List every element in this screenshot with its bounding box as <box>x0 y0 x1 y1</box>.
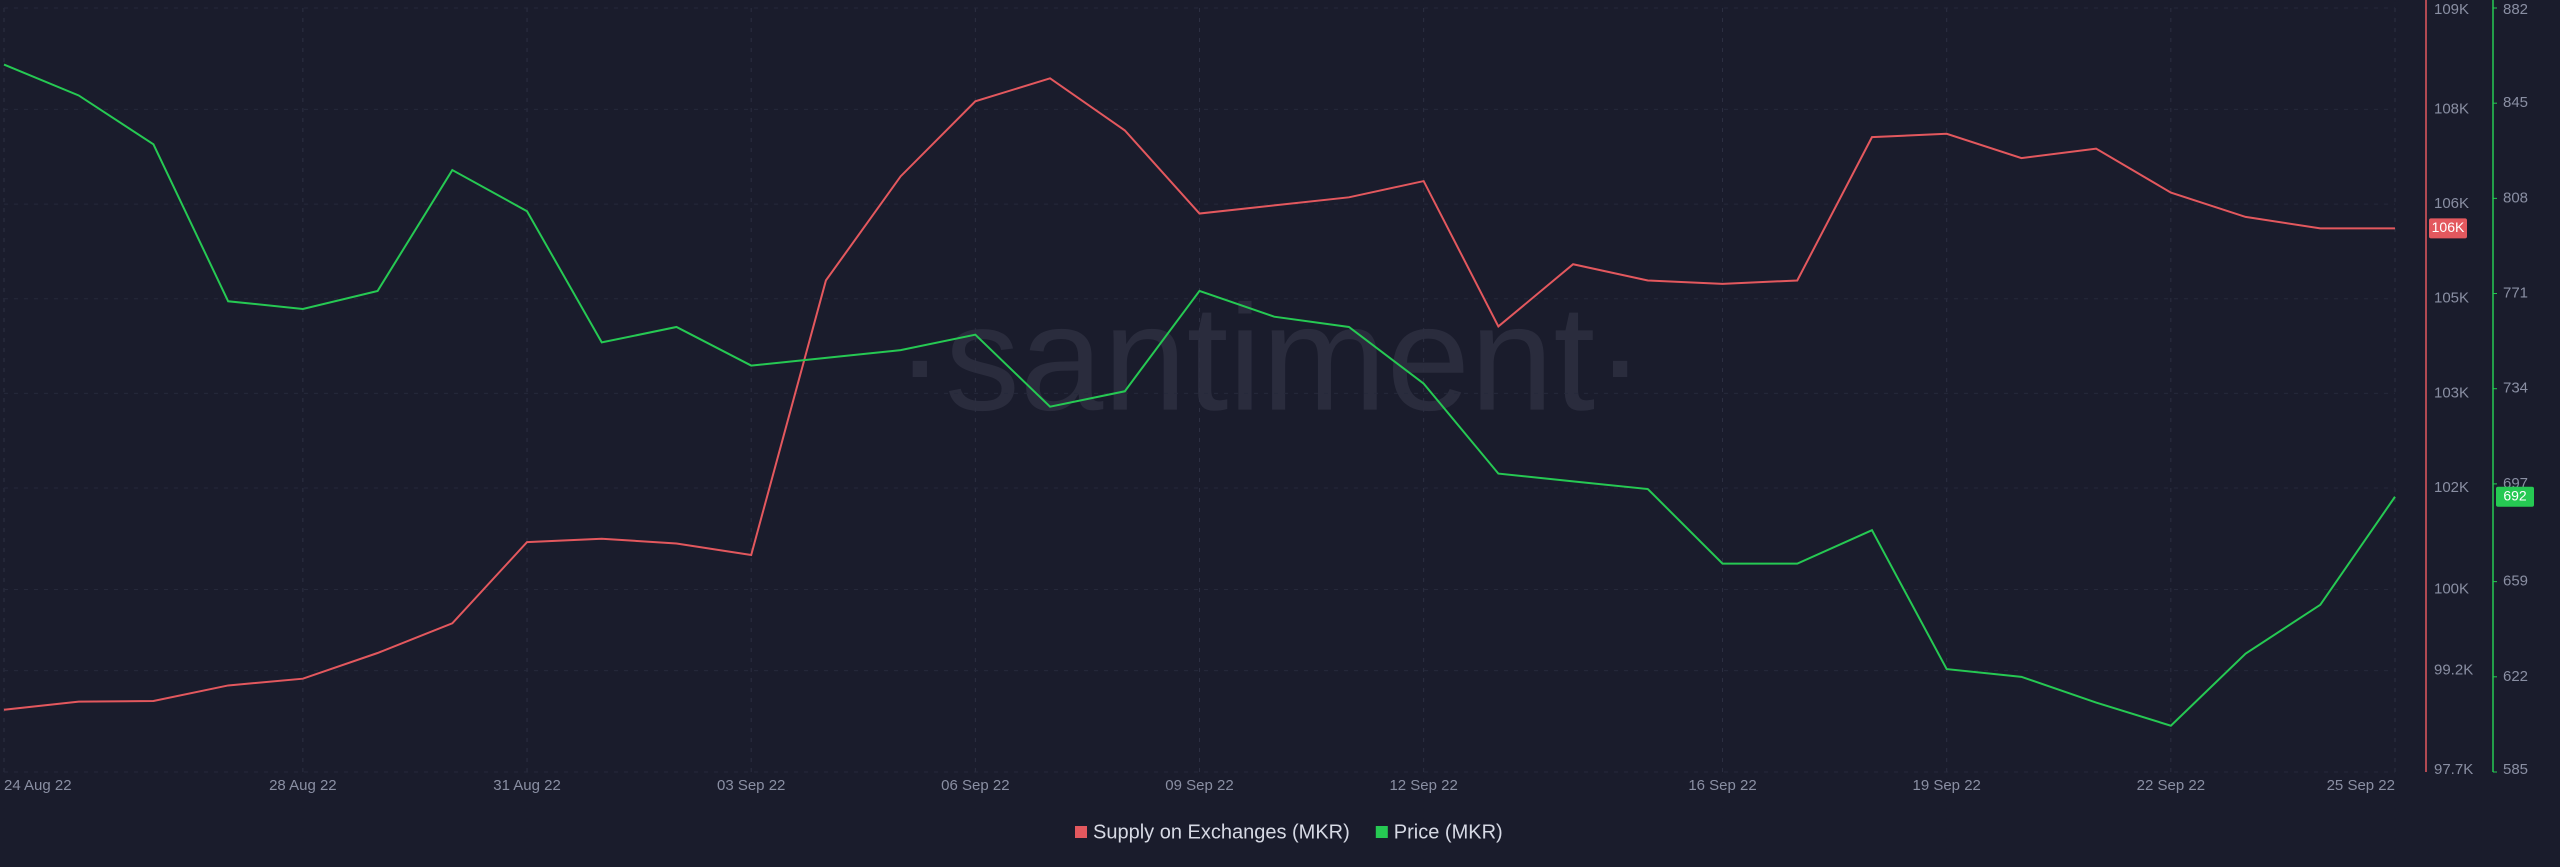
x-tick-label: 19 Sep 22 <box>1912 777 1980 794</box>
y-tick-label: 106K <box>2434 195 2469 212</box>
last-value-badge <box>2496 486 2534 507</box>
y2-tick-label: 771 <box>2503 285 2528 302</box>
y2-tick-label: 882 <box>2503 1 2528 18</box>
x-tick-label: 03 Sep 22 <box>717 777 785 794</box>
y-tick-label: 102K <box>2434 479 2469 496</box>
series-line <box>3 77 2395 711</box>
y-tick-label: 103K <box>2434 384 2469 401</box>
x-tick-label: 16 Sep 22 <box>1688 777 1756 794</box>
y2-tick-label: 622 <box>2503 668 2528 685</box>
y2-tick-label: 585 <box>2503 761 2528 778</box>
x-tick-label: 24 Aug 22 <box>4 777 72 794</box>
y-tick-label: 99.2K <box>2434 662 2473 679</box>
x-tick-label: 12 Sep 22 <box>1389 777 1457 794</box>
legend-swatch <box>1075 826 1087 838</box>
y2-tick-label: 808 <box>2503 189 2528 206</box>
y-tick-label: 100K <box>2434 580 2469 597</box>
y-tick-label: 109K <box>2434 1 2469 18</box>
legend-label: Supply on Exchanges (MKR) <box>1093 821 1350 843</box>
x-tick-label: 31 Aug 22 <box>493 777 561 794</box>
y2-tick-label: 845 <box>2503 94 2528 111</box>
last-value-label: 106K <box>2432 219 2465 235</box>
series-line <box>3 63 2396 727</box>
x-tick-label: 09 Sep 22 <box>1165 777 1233 794</box>
y2-tick-label: 734 <box>2503 380 2528 397</box>
x-tick-label: 06 Sep 22 <box>941 777 1009 794</box>
legend-swatch <box>1375 826 1388 838</box>
legend-label: Price (MKR) <box>1394 821 1503 843</box>
last-value-badge <box>2429 218 2467 239</box>
x-tick-label: 25 Sep 22 <box>2327 777 2395 794</box>
y2-tick-label: 659 <box>2503 573 2528 590</box>
y-tick-label: 108K <box>2434 100 2469 117</box>
x-tick-label: 22 Sep 22 <box>2137 777 2205 794</box>
x-tick-label: 28 Aug 22 <box>269 777 337 794</box>
watermark: ·santiment· <box>895 274 1645 442</box>
y-tick-label: 105K <box>2434 290 2469 307</box>
last-value-label: 692 <box>2503 487 2527 503</box>
y-tick-label: 97.7K <box>2434 761 2473 778</box>
